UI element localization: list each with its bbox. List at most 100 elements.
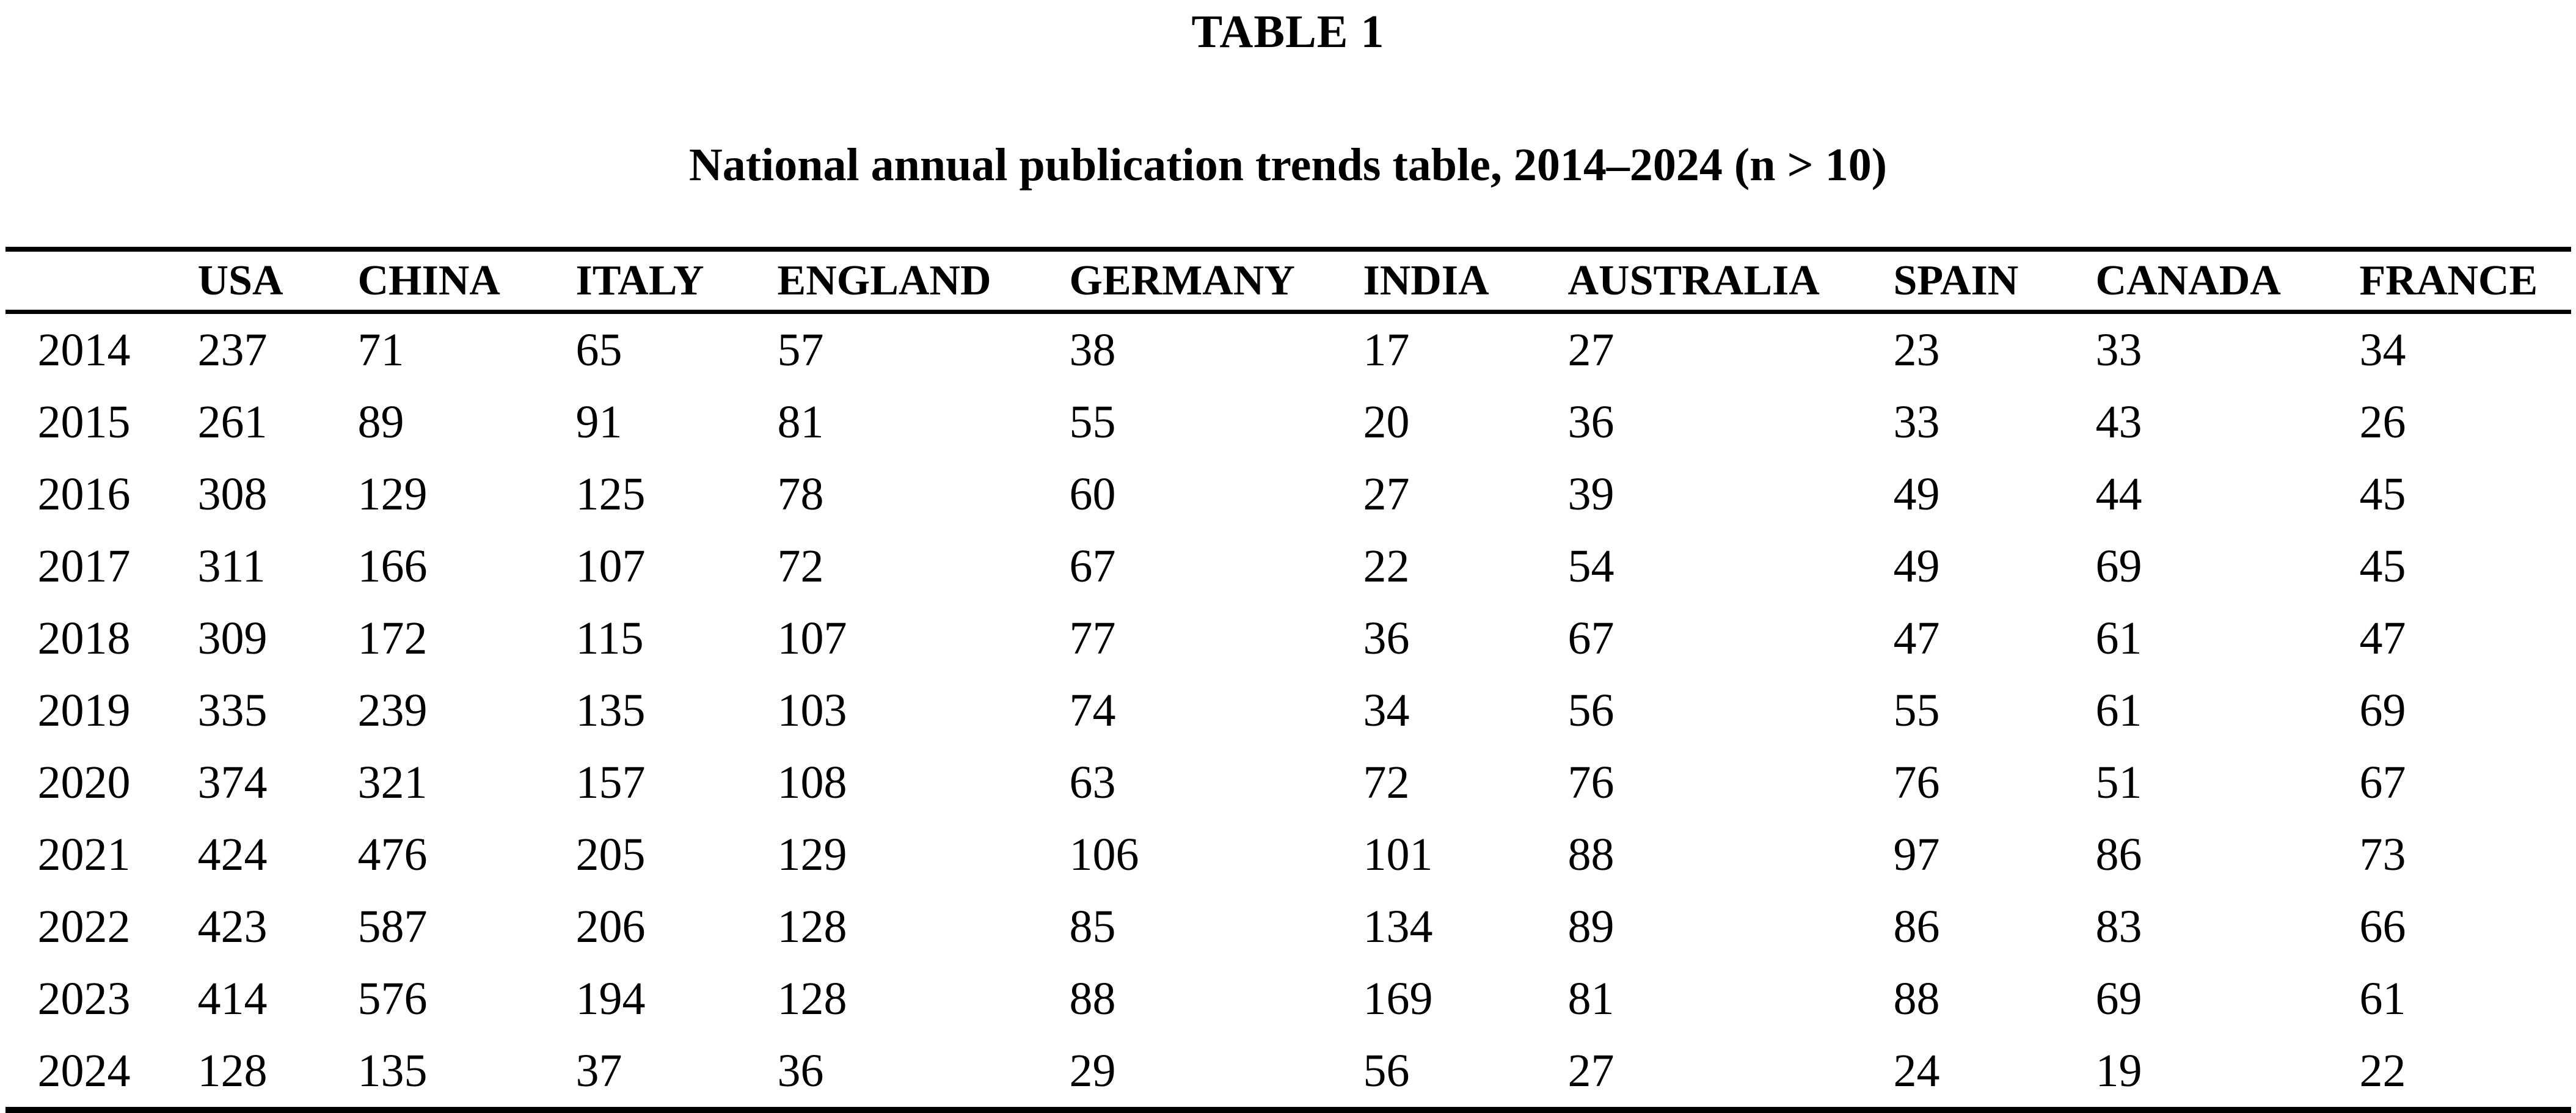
cell-value: 261 (197, 396, 268, 448)
cell-value: 74 (1069, 684, 1116, 736)
cell-value: 45 (2359, 540, 2406, 592)
cell-value: 85 (1069, 900, 1116, 952)
cell-value: 49 (1893, 540, 1940, 592)
cell-value: 37 (575, 1045, 622, 1097)
cell-value: 88 (1893, 973, 1940, 1024)
cell-value: 72 (777, 540, 824, 592)
cell-value: 107 (777, 612, 847, 664)
cell-value: 27 (1567, 324, 1615, 376)
cell-value: 36 (1363, 612, 1410, 664)
cell-value: 97 (1893, 828, 1940, 880)
column-header: FRANCE (2359, 257, 2538, 304)
cell-value: 67 (1567, 612, 1615, 664)
column-header: CANADA (2095, 257, 2281, 304)
cell-value: 69 (2359, 684, 2406, 736)
cell-value: 89 (1567, 900, 1615, 952)
cell-value: 49 (1893, 468, 1940, 520)
column-header: CHINA (357, 257, 500, 304)
cell-value: 55 (1893, 684, 1940, 736)
cell-value: 23 (1893, 324, 1940, 376)
cell-value: 81 (777, 396, 824, 448)
cell-value: 73 (2359, 828, 2406, 880)
column-header: INDIA (1363, 257, 1489, 304)
cell-value: 24 (1893, 1045, 1940, 1097)
cell-value: 76 (1567, 756, 1615, 808)
row-year: 2020 (37, 756, 131, 808)
cell-value: 44 (2095, 468, 2142, 520)
cell-value: 61 (2095, 612, 2142, 664)
cell-value: 34 (1363, 684, 1410, 736)
cell-value: 194 (575, 973, 646, 1024)
cell-value: 157 (575, 756, 646, 808)
cell-value: 134 (1363, 900, 1433, 952)
column-header: AUSTRALIA (1567, 257, 1820, 304)
cell-value: 56 (1363, 1045, 1410, 1097)
cell-value: 129 (777, 828, 847, 880)
cell-value: 374 (197, 756, 268, 808)
cell-value: 63 (1069, 756, 1116, 808)
cell-value: 67 (1069, 540, 1116, 592)
table-row: 2019 335 239 135 103 74 34 56 55 61 69 (5, 674, 2571, 746)
column-header: GERMANY (1069, 257, 1295, 304)
cell-value: 69 (2095, 973, 2142, 1024)
cell-value: 34 (2359, 324, 2406, 376)
cell-value: 54 (1567, 540, 1615, 592)
cell-value: 414 (197, 973, 268, 1024)
cell-value: 55 (1069, 396, 1116, 448)
column-header: USA (197, 257, 283, 304)
cell-value: 86 (1893, 900, 1940, 952)
cell-value: 45 (2359, 468, 2406, 520)
cell-value: 77 (1069, 612, 1116, 664)
cell-value: 27 (1567, 1045, 1615, 1097)
table-row: 2017 311 166 107 72 67 22 54 49 69 45 (5, 530, 2571, 602)
cell-value: 47 (1893, 612, 1940, 664)
cell-value: 135 (575, 684, 646, 736)
row-year: 2016 (37, 468, 131, 520)
table-row: 2024 128 135 37 36 29 56 27 24 19 22 (5, 1035, 2571, 1110)
cell-value: 57 (777, 324, 824, 376)
row-year: 2024 (37, 1045, 131, 1097)
table-row: 2020 374 321 157 108 63 72 76 76 51 67 (5, 746, 2571, 819)
cell-value: 205 (575, 828, 646, 880)
table-header: USA CHINA ITALY ENGLAND GERMANY INDIA AUSTRALI… (5, 249, 2571, 312)
cell-value: 51 (2095, 756, 2142, 808)
row-year: 2015 (37, 396, 131, 448)
cell-value: 76 (1893, 756, 1940, 808)
table-row: 2015 261 89 91 81 55 20 36 33 43 26 (5, 386, 2571, 458)
publication-trends-table: USA CHINA ITALY ENGLAND GERMANY INDIA AUSTRALI… (5, 247, 2571, 1113)
table-label: TABLE 1 (1191, 6, 1385, 57)
cell-value: 335 (197, 684, 268, 736)
table-row: 2016 308 129 125 78 60 27 39 49 44 45 (5, 458, 2571, 530)
table-row: 2014 237 71 65 57 38 17 27 23 33 34 (5, 312, 2571, 387)
row-year: 2022 (37, 900, 131, 952)
cell-value: 27 (1363, 468, 1410, 520)
cell-value: 29 (1069, 1045, 1116, 1097)
table-row: 2022 423 587 206 128 85 134 89 86 83 66 (5, 891, 2571, 963)
row-year: 2018 (37, 612, 131, 664)
cell-value: 22 (1363, 540, 1410, 592)
cell-value: 576 (357, 973, 428, 1024)
cell-value: 309 (197, 612, 268, 664)
cell-value: 89 (357, 396, 404, 448)
cell-value: 19 (2095, 1045, 2142, 1097)
cell-value: 101 (1363, 828, 1433, 880)
cell-value: 206 (575, 900, 646, 952)
cell-value: 91 (575, 396, 622, 448)
row-year: 2023 (37, 973, 131, 1024)
table-row: 2018 309 172 115 107 77 36 67 47 61 47 (5, 602, 2571, 674)
cell-value: 108 (777, 756, 847, 808)
cell-value: 61 (2095, 684, 2142, 736)
cell-value: 476 (357, 828, 428, 880)
cell-value: 311 (197, 540, 266, 592)
cell-value: 81 (1567, 973, 1615, 1024)
cell-value: 587 (357, 900, 428, 952)
row-year: 2014 (37, 324, 131, 376)
row-year: 2017 (37, 540, 131, 592)
cell-value: 69 (2095, 540, 2142, 592)
cell-value: 65 (575, 324, 622, 376)
cell-value: 17 (1363, 324, 1410, 376)
cell-value: 88 (1567, 828, 1615, 880)
cell-value: 36 (777, 1045, 824, 1097)
cell-value: 66 (2359, 900, 2406, 952)
cell-value: 129 (357, 468, 428, 520)
